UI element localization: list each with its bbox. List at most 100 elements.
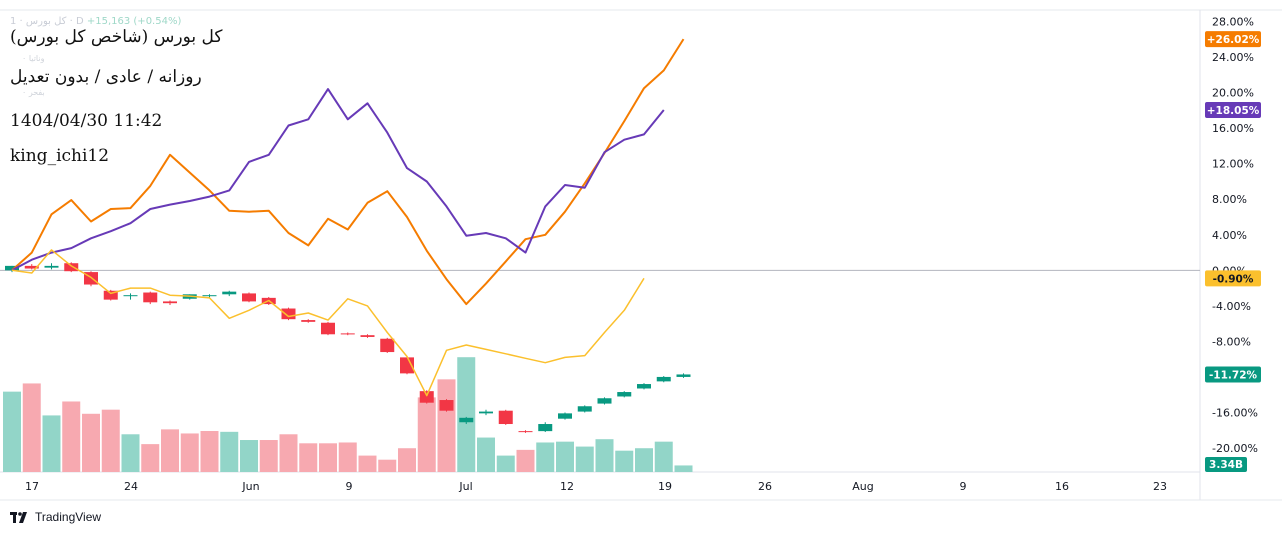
- volume-bar: [299, 443, 318, 472]
- y-tick-label: -16.00%: [1212, 406, 1258, 419]
- legend-change: +15,163 (+0.54%): [86, 16, 182, 27]
- candle: [301, 319, 316, 323]
- x-tick-label: 23: [1153, 480, 1167, 493]
- candle-body: [5, 265, 19, 271]
- candle: [103, 289, 118, 301]
- candle: [44, 263, 59, 270]
- candle: [281, 307, 296, 321]
- candle-body: [202, 295, 217, 297]
- candle: [459, 416, 474, 425]
- y-tick-label: -4.00%: [1212, 300, 1251, 313]
- candle: [360, 334, 375, 338]
- x-tick-label: Jun: [241, 480, 259, 493]
- y-tick-label: 8.00%: [1212, 193, 1247, 206]
- x-tick-label: 24: [124, 480, 138, 493]
- badge-purple-series: +18.05%: [1205, 101, 1261, 118]
- volume-bar: [635, 448, 653, 472]
- series-line: [11, 88, 665, 272]
- candle: [439, 399, 454, 412]
- candle: [617, 391, 632, 398]
- y-tick-label: 28.00%: [1212, 16, 1254, 29]
- candle-body: [577, 406, 592, 412]
- badge-orange-series: +26.02%: [1205, 31, 1261, 48]
- badge-label: 3.34B: [1209, 459, 1243, 471]
- candle-body: [538, 424, 553, 432]
- badge-label: +26.02%: [1207, 34, 1260, 46]
- candle-body: [518, 431, 533, 433]
- candle: [498, 409, 513, 425]
- y-tick-label: 20.00%: [1212, 87, 1254, 100]
- volume-bar: [615, 450, 634, 472]
- volume-bar: [3, 391, 21, 472]
- volume-bar: [674, 465, 693, 472]
- x-tick-label: Jul: [458, 480, 472, 493]
- legend-symbol: کل بورس · 1 · D: [10, 16, 84, 27]
- candle: [518, 430, 533, 433]
- legend-faint-line-1: ۰ وناتیا: [22, 54, 45, 63]
- candle: [64, 262, 79, 273]
- candle: [242, 292, 256, 303]
- volume-bar: [319, 443, 337, 472]
- volume-bar: [161, 429, 179, 472]
- series-line: [11, 249, 645, 397]
- candle: [24, 264, 39, 270]
- legend-symbol-row[interactable]: کل بورس · 1 · D +15,163 (+0.54%): [10, 16, 181, 27]
- candle: [84, 271, 98, 287]
- candle-body: [656, 376, 671, 382]
- badge-background: [1205, 31, 1261, 48]
- time-axis[interactable]: 17 24 Jun 9 Jul 12 19 26 Aug 9 16 23: [25, 480, 1167, 493]
- price-badges: +26.02% +18.05% -0.90% -11.72% 3.34B: [1205, 31, 1261, 472]
- candle-body: [44, 265, 59, 268]
- x-tick-label: 19: [658, 480, 672, 493]
- y-tick-label: -8.00%: [1212, 335, 1251, 348]
- chart-subtitle: روزانه / عادی / بدون تعدیل: [10, 67, 202, 87]
- candle-body: [558, 413, 572, 419]
- x-tick-label: 9: [346, 480, 353, 493]
- volume-bar: [595, 439, 614, 472]
- badge-main-price: -11.72%: [1205, 366, 1261, 383]
- volume-bar: [338, 442, 357, 472]
- volume-bar: [279, 434, 298, 472]
- volume-bar: [417, 397, 436, 472]
- volume-bar: [259, 440, 278, 472]
- chart-title: کل بورس (شاخص کل بورس): [10, 27, 223, 47]
- y-tick-label: 16.00%: [1212, 122, 1254, 135]
- candle-body: [597, 398, 612, 404]
- comparison-lines: [11, 38, 685, 397]
- candle-body: [360, 335, 375, 337]
- candle-body: [222, 291, 237, 295]
- badge-label: -0.90%: [1213, 273, 1254, 285]
- candle-body: [103, 290, 118, 300]
- candle: [222, 290, 237, 297]
- y-tick-label: 24.00%: [1212, 51, 1254, 64]
- candle-body: [676, 374, 691, 377]
- badge-label: -11.72%: [1209, 369, 1258, 381]
- volume-bar: [575, 446, 594, 472]
- price-axis[interactable]: 28.00% 24.00% 20.00% 16.00% 12.00% 8.00% 4.00%…: [1212, 16, 1258, 455]
- volume-bar: [200, 431, 219, 472]
- series-line: [11, 38, 685, 306]
- candle-body: [24, 265, 39, 269]
- volume-bar: [398, 448, 416, 472]
- volume-bar: [82, 413, 100, 472]
- y-tick-label: 4.00%: [1212, 229, 1247, 242]
- x-tick-label: 9: [960, 480, 967, 493]
- candle: [400, 356, 414, 375]
- candle-body: [498, 410, 513, 425]
- candle: [558, 412, 572, 420]
- volume-bar: [378, 459, 397, 472]
- badge-background: [1205, 366, 1261, 383]
- candle: [380, 337, 395, 353]
- x-tick-label: 12: [560, 480, 574, 493]
- volume-bar: [22, 383, 41, 472]
- x-tick-label: 26: [758, 480, 772, 493]
- candle-body: [380, 338, 395, 353]
- volume-bar: [654, 441, 673, 472]
- candles: [5, 262, 691, 433]
- candle-body: [479, 411, 493, 414]
- candle-body: [340, 333, 355, 335]
- tradingview-brand[interactable]: TradingView: [10, 510, 101, 524]
- y-tick-label: 12.00%: [1212, 158, 1254, 171]
- badge-label: +18.05%: [1207, 105, 1260, 117]
